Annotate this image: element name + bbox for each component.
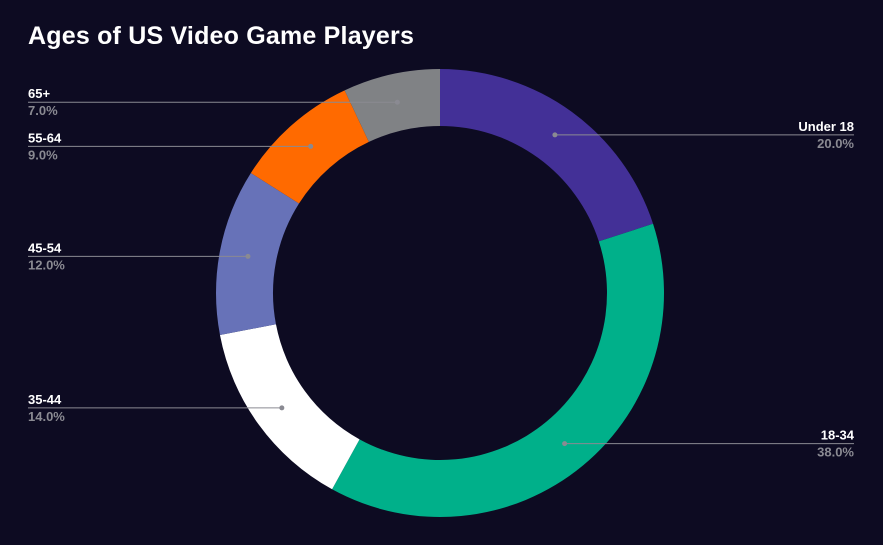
value-label-65plus: 7.0% xyxy=(28,103,58,118)
chart-title: Ages of US Video Game Players xyxy=(28,22,415,50)
slices-group xyxy=(216,69,664,517)
leader-lines-group xyxy=(28,99,854,447)
category-label-35-44: 35-44 xyxy=(28,392,62,407)
slice-18-34[interactable] xyxy=(332,223,664,517)
category-label-65plus: 65+ xyxy=(28,86,50,101)
slice-35-44[interactable] xyxy=(219,324,360,490)
slice-under-18[interactable] xyxy=(440,69,654,242)
leader-dot-35-44 xyxy=(279,405,285,411)
category-label-45-54: 45-54 xyxy=(28,240,62,255)
slice-65plus[interactable] xyxy=(344,69,440,142)
labels-group: Under 18 20.0% 18-34 38.0% 35-44 14.0% 45-54 12… xyxy=(28,86,855,459)
leader-dot-under-18 xyxy=(552,132,558,138)
leader-dot-65plus xyxy=(394,99,400,105)
value-label-35-44: 14.0% xyxy=(28,409,65,424)
value-label-under-18: 20.0% xyxy=(817,136,854,151)
category-label-18-34: 18-34 xyxy=(821,428,855,443)
leader-dot-45-54 xyxy=(245,253,251,259)
value-label-55-64: 9.0% xyxy=(28,147,58,162)
category-label-55-64: 55-64 xyxy=(28,130,62,145)
value-label-45-54: 12.0% xyxy=(28,257,65,272)
leader-dot-55-64 xyxy=(308,143,314,149)
category-label-under-18: Under 18 xyxy=(798,119,854,134)
slice-45-54[interactable] xyxy=(216,172,299,335)
value-label-18-34: 38.0% xyxy=(817,445,854,460)
leader-dot-18-34 xyxy=(562,441,568,447)
